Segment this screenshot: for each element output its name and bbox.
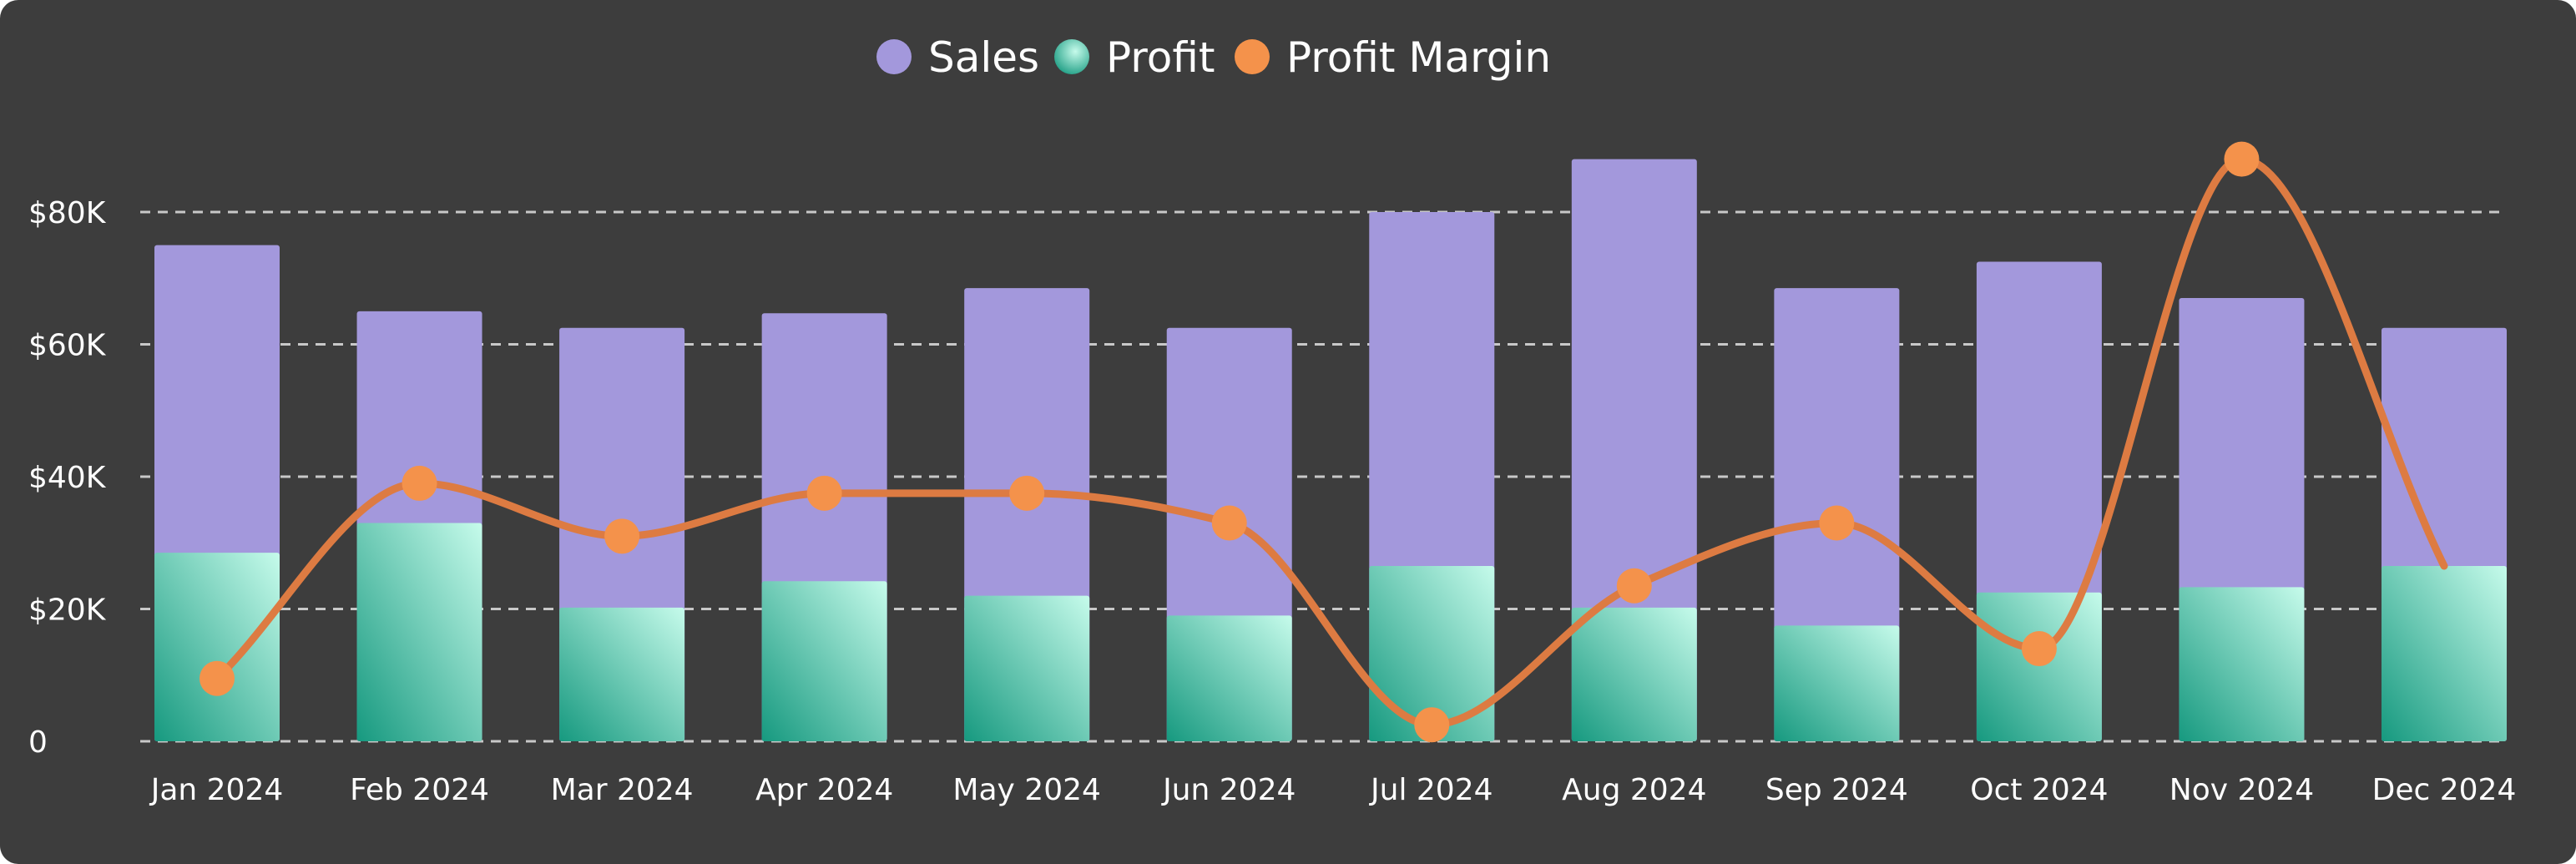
- profit-margin-line-path: [213, 155, 2448, 729]
- grid-lines: [140, 210, 2504, 743]
- profit-margin-point: [1414, 707, 1450, 743]
- y-tick-label: $80K: [28, 196, 107, 230]
- y-tick-label: $20K: [28, 594, 107, 628]
- bar-profit: [1166, 615, 1292, 741]
- bars: [154, 159, 2507, 742]
- x-tick-label: Aug 2024: [1562, 773, 1706, 807]
- profit-margin-point: [1616, 568, 1652, 604]
- profit-margin-point: [806, 475, 842, 511]
- profit-margin-point: [1819, 505, 1855, 541]
- x-tick-label: Jul 2024: [1369, 773, 1493, 807]
- x-tick-label: Dec 2024: [2372, 773, 2517, 807]
- profit-margin-point: [200, 660, 235, 696]
- x-tick-label: Oct 2024: [1970, 773, 2108, 807]
- bar-profit: [154, 553, 280, 741]
- legend-marker-sales: [876, 39, 912, 74]
- bar-profit: [1369, 565, 1495, 741]
- bar-profit: [761, 581, 887, 741]
- profit-margin-point: [2021, 631, 2057, 667]
- profit-margin-point: [402, 465, 437, 501]
- x-tick-label: Jun 2024: [1161, 773, 1296, 807]
- profit-margin-point: [1009, 475, 1045, 511]
- bar-profit: [2179, 587, 2305, 741]
- legend-label-profit: Profit: [1106, 33, 1215, 82]
- bar-profit: [559, 607, 685, 741]
- x-tick-label: Jan 2024: [149, 773, 284, 807]
- profit-margin-point: [1211, 505, 1247, 541]
- x-tick-label: Apr 2024: [755, 773, 893, 807]
- bar-profit: [1976, 592, 2102, 741]
- profit-margin-line: [200, 141, 2448, 743]
- x-tick-label: Nov 2024: [2169, 773, 2314, 807]
- y-tick-label: $40K: [28, 461, 107, 495]
- y-tick-label: 0: [28, 725, 48, 760]
- legend-label-sales: Sales: [928, 33, 1039, 82]
- legend-label-profit-margin: Profit Margin: [1286, 33, 1551, 82]
- x-tick-label: Mar 2024: [551, 773, 694, 807]
- x-tick-label: Sep 2024: [1765, 773, 1908, 807]
- legend: Sales Profit Profit Margin: [876, 33, 1551, 82]
- y-tick-label: $60K: [28, 329, 107, 363]
- legend-marker-profit-margin: [1235, 39, 1270, 74]
- bar-profit: [2382, 565, 2507, 741]
- bar-sales: [1571, 159, 1697, 742]
- bar-profit: [964, 595, 1090, 741]
- legend-marker-profit: [1054, 39, 1089, 74]
- profit-margin-point: [2224, 141, 2260, 177]
- x-tick-label: May 2024: [952, 773, 1101, 807]
- bar-profit: [356, 523, 482, 741]
- x-axis-ticks: Jan 2024 Feb 2024 Mar 2024 Apr 2024 May 2024…: [149, 773, 2517, 807]
- y-axis-ticks: 0 $20K $40K $60K $80K: [28, 196, 107, 760]
- bar-profit: [1774, 625, 1900, 741]
- bar-profit: [1571, 607, 1697, 741]
- profit-margin-point: [604, 518, 640, 554]
- x-tick-label: Feb 2024: [350, 773, 489, 807]
